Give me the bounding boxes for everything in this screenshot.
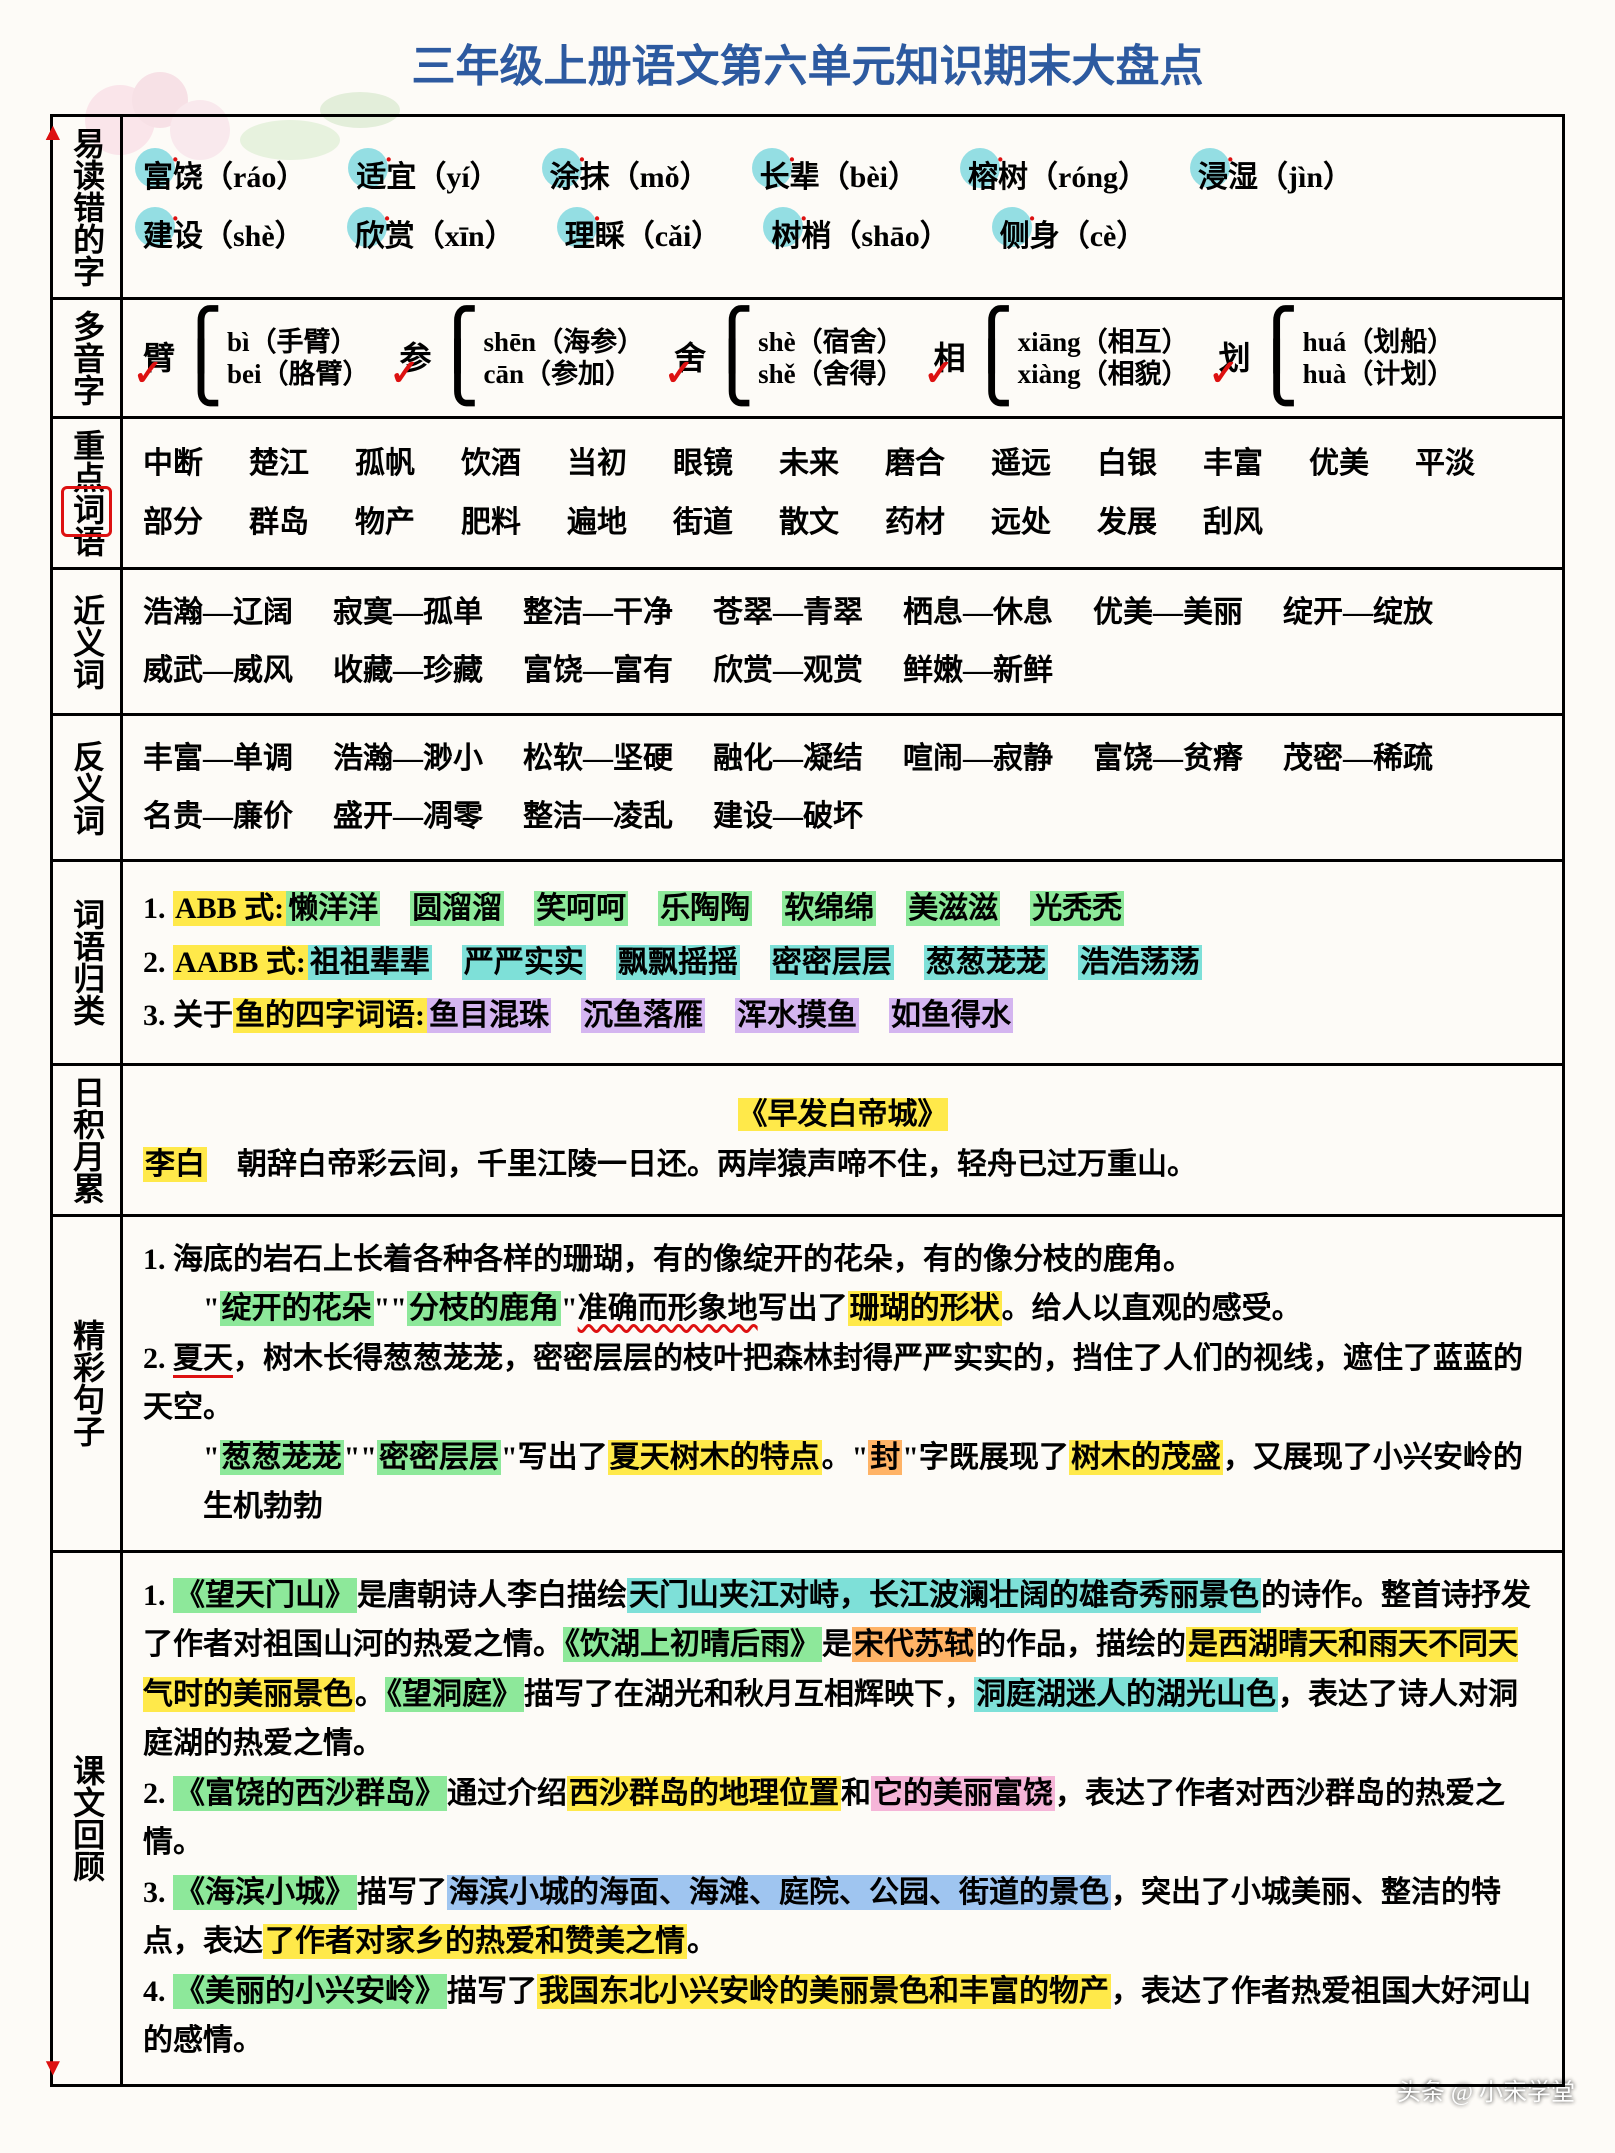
key-word: 楚江 [249,439,309,489]
synonyms-pair: 整洁—干净 [523,588,673,638]
pattern-word: 严严实实 [462,945,586,980]
easy-errors-content: ·富饶（ráo） ·适宜（yí） ·涂抹（mǒ） ·长辈（bèi） ·榕树（róng） ·… [122,116,1564,299]
section-label-review: 课文回顾 [52,1551,122,2085]
pattern-word: 懒洋洋 [286,891,380,926]
antonyms-pair: 整洁—凌乱 [523,792,673,842]
synonyms-pair: 寂寞—孤单 [333,588,483,638]
pinyin-word: ·适宜（yí） [356,153,499,203]
pattern-word: 浑水摸鱼 [735,998,859,1033]
pattern-word: 如鱼得水 [889,998,1013,1033]
keywords-content: 中断楚江孤帆饮酒当初眼镜未来磨合遥远白银丰富优美平淡部分群岛物产肥料遍地街道散文… [122,418,1564,569]
sentences-content: 1. 海底的岩石上长着各种各样的珊瑚，有的像绽开的花朵，有的像分枝的鹿角。 "绽… [122,1215,1564,1551]
key-word: 饮酒 [461,439,521,489]
pinyin-word: ·榕树（róng） [968,153,1148,203]
pinyin-word: ·建设（shè） [143,212,305,262]
pattern-word: 沉鱼落雁 [581,998,705,1033]
synonyms-pair: 威武—威风 [143,646,293,696]
key-word: 未来 [779,439,839,489]
section-label-antonyms: ▲反义词 [52,715,122,861]
key-word: 发展 [1097,498,1157,548]
key-word: 遥远 [991,439,1051,489]
section-label-synonyms: ▲近义词 [52,569,122,715]
synonyms-pair: 苍翠—青翠 [713,588,863,638]
polyphonic-item: ✓划⎧⎩huá（划船）huà（计划） [1219,324,1455,391]
pattern-word: 鱼目混珠 [427,998,551,1033]
pattern-word: 光秃秃 [1030,891,1124,926]
key-word: 远处 [991,498,1051,548]
section-label-keywords: 重点词语 [52,418,122,569]
key-word: 孤帆 [355,439,415,489]
synonyms-pair: 绽开—绽放 [1283,588,1433,638]
synonyms-pair: 鲜嫩—新鲜 [903,646,1053,696]
pinyin-word: ·浸湿（jìn） [1198,153,1353,203]
key-word: 中断 [143,439,203,489]
pinyin-word: ·树梢（shāo） [771,212,949,262]
key-word: 当初 [567,439,627,489]
key-word: 眼镜 [673,439,733,489]
antonyms-pair: 盛开—凋零 [333,792,483,842]
polyphonic-item: ✓相⎧⎩xiāng（相互）xiàng（相貌） [934,324,1189,391]
poem-content: 《早发白帝城》 李白 朝辞白帝彩云间，千里江陵一日还。两岸猿声啼不住，轻舟已过万… [122,1064,1564,1215]
synonyms-pair: 欣赏—观赏 [713,646,863,696]
synonyms-pair: 浩瀚—辽阔 [143,588,293,638]
page-title: 三年级上册语文第六单元知识期末大盘点 [50,30,1565,94]
pinyin-word: ·侧身（cè） [1000,212,1147,262]
pinyin-word: ·理睬（cǎi） [565,212,722,262]
key-word: 优美 [1309,439,1369,489]
key-word: 肥料 [461,498,521,548]
section-label-poem: 日积月累 [52,1064,122,1215]
pattern-word: 乐陶陶 [658,891,752,926]
polyphonic-item: ✓舍⎧⎩shè（宿舍）shě（舍得） [674,324,904,391]
antonyms-pair: 融化—凝结 [713,734,863,784]
section-label-polyphonic: ▲多音字 [52,299,122,418]
synonyms-pair: 收藏—珍藏 [333,646,483,696]
antonyms-pair: 富饶—贫瘠 [1093,734,1243,784]
pattern-word: 飘飘摇摇 [616,945,740,980]
pattern-word: 葱葱茏茏 [924,945,1048,980]
polyphonic-item: ✓参⎧⎩shēn（海参）cān（参加） [400,324,645,391]
key-word: 部分 [143,498,203,548]
antonyms-pair: 名贵—廉价 [143,792,293,842]
key-word: 白银 [1097,439,1157,489]
key-word: 磨合 [885,439,945,489]
patterns-content: 1. ABB 式:懒洋洋 圆溜溜 笑呵呵 乐陶陶 软绵绵 美滋滋 光秃秃 2. … [122,861,1564,1065]
polyphonic-content: ✓臂⎧⎩bì（手臂）bei（胳臂） ✓参⎧⎩shēn（海参）cān（参加） ✓舍⎧⎩… [122,299,1564,418]
section-label-patterns: 词语归类▼ [52,861,122,1065]
antonyms-pair: 喧闹—寂静 [903,734,1053,784]
key-word: 群岛 [249,498,309,548]
pinyin-word: ·涂抹（mǒ） [550,153,710,203]
key-word: 物产 [355,498,415,548]
antonyms-pair: 茂密—稀疏 [1283,734,1433,784]
antonyms-pair: 松软—坚硬 [523,734,673,784]
synonyms-pair: 优美—美丽 [1093,588,1243,638]
pinyin-word: ·长辈（bèi） [760,153,918,203]
review-content: 1. 《望天门山》是唐朝诗人李白描绘天门山夹江对峙，长江波澜壮阔的雄奇秀丽景色的… [122,1551,1564,2085]
key-word: 平淡 [1415,439,1475,489]
pattern-word: 祖祖辈辈 [308,945,432,980]
key-word: 刮风 [1203,498,1263,548]
content-table: 易读错的字 ·富饶（ráo）·适宜（yí）·涂抹（mǒ）·长辈（bèi）·榕树（… [50,114,1565,2087]
pattern-word: 圆溜溜 [410,891,504,926]
antonyms-pair: 浩瀚—渺小 [333,734,483,784]
pattern-word: 密密层层 [770,945,894,980]
key-word: 遍地 [567,498,627,548]
pinyin-word: ·欣赏（xīn） [355,212,515,262]
key-word: 药材 [885,498,945,548]
pattern-word: 美滋滋 [906,891,1000,926]
antonyms-pair: 建设—破坏 [713,792,863,842]
pattern-word: 笑呵呵 [534,891,628,926]
key-word: 街道 [673,498,733,548]
synonyms-pair: 栖息—休息 [903,588,1053,638]
pattern-word: 软绵绵 [782,891,876,926]
key-word: 散文 [779,498,839,548]
synonyms-pair: 富饶—富有 [523,646,673,696]
pattern-word: 浩浩荡荡 [1078,945,1202,980]
pinyin-word: ·富饶（ráo） [143,153,306,203]
antonyms-content: 丰富—单调浩瀚—渺小松软—坚硬融化—凝结喧闹—寂静富饶—贫瘠茂密—稀疏名贵—廉价… [122,715,1564,861]
polyphonic-item: ✓臂⎧⎩bì（手臂）bei（胳臂） [143,324,370,391]
antonyms-pair: 丰富—单调 [143,734,293,784]
section-label-sentences: 精彩句子 [52,1215,122,1551]
key-word: 丰富 [1203,439,1263,489]
synonyms-content: 浩瀚—辽阔寂寞—孤单整洁—干净苍翠—青翠栖息—休息优美—美丽绽开—绽放威武—威风… [122,569,1564,715]
